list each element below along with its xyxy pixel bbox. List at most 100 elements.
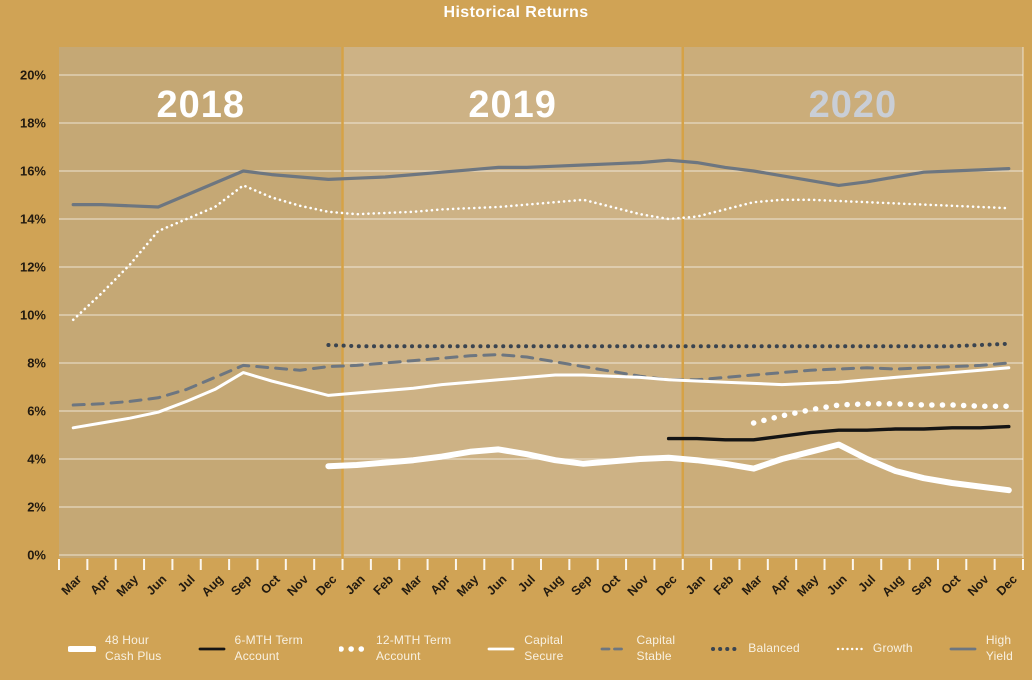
year-label-2018: 2018 (156, 84, 245, 126)
x-tick-label-27-Jun: Jun (824, 572, 850, 598)
y-axis-label-4%: 4% (27, 452, 46, 467)
legend-item-term_12mth: 12-MTH Term Account (338, 633, 451, 664)
x-tick-label-8-Nov: Nov (285, 572, 312, 599)
legend-item-high_yield: High Yield (949, 633, 1013, 664)
legend-label-balanced: Balanced (748, 641, 800, 657)
x-tick-label-1-Apr: Apr (88, 572, 113, 597)
year-label-2020: 2020 (809, 84, 898, 126)
x-tick-label-26-May: May (794, 572, 821, 599)
y-axis-label-2%: 2% (27, 500, 46, 515)
series-cash_plus_48h-line (325, 441, 1012, 494)
x-tick-label-23-Feb: Feb (711, 572, 737, 598)
legend-swatch-dashed-icon (600, 647, 627, 650)
x-tick-label-29-Aug: Aug (879, 572, 906, 599)
legend-label-line: Capital (636, 633, 676, 647)
legend-label-line: High (985, 633, 1012, 647)
legend-label-line: 48 Hour (105, 633, 150, 647)
y-axis-label-20%: 20% (20, 68, 46, 83)
year-panel-2020 (682, 47, 1023, 558)
legend-label-term_12mth: 12-MTH Term Account (376, 633, 451, 664)
x-tick-label-9-Dec: Dec (313, 572, 339, 598)
legend-item-capital_stable: Capital Stable (600, 633, 676, 664)
x-tick-label-20-Nov: Nov (625, 572, 652, 599)
series-high_yield-line (71, 158, 1011, 209)
year-panel-2019 (342, 47, 683, 558)
legend-item-growth: Growth (836, 641, 913, 657)
x-tick-label-6-Sep: Sep (228, 572, 254, 598)
y-axis-label-14%: 14% (20, 212, 46, 227)
series-growth-line (71, 184, 1011, 322)
legend-label-line: Growth (872, 640, 913, 655)
x-tick-label-5-Aug: Aug (199, 572, 226, 599)
legend-label-term_6mth: 6-MTH Term Account (235, 633, 303, 664)
legend-swatch-solid-icon (487, 647, 515, 650)
legend-swatch-solid-thick-icon (68, 645, 96, 652)
y-axis-label-0%: 0% (27, 548, 46, 563)
x-tick-label-10-Jan: Jan (343, 572, 368, 597)
y-axis-label-6%: 6% (27, 404, 46, 419)
x-tick-label-2-May: May (114, 572, 141, 599)
year-label-2019: 2019 (468, 84, 557, 126)
legend-swatch-dotted-small-icon (836, 647, 864, 650)
legend-item-cash_plus_48h: 48 Hour Cash Plus (68, 633, 162, 664)
legend-label-line: Account (234, 648, 280, 663)
series-term_6mth-line (666, 424, 1011, 442)
x-tick-label-31-Oct: Oct (939, 572, 964, 597)
x-tick-label-33-Dec: Dec (994, 572, 1020, 598)
legend-label-capital_stable: Capital Stable (637, 633, 676, 664)
series-balanced-line (326, 341, 1011, 349)
series-capital_stable-line (71, 353, 1011, 407)
legend-swatch-dotted-large-icon (338, 645, 367, 652)
x-tick-label-11-Feb: Feb (371, 572, 397, 598)
x-tick-label-25-Apr: Apr (768, 572, 793, 597)
x-tick-label-3-Jun: Jun (144, 572, 170, 598)
x-tick-label-12-Mar: Mar (399, 572, 425, 598)
chart-legend: 48 Hour Cash Plus 6-MTH Term Account 12-MTH … (68, 633, 1028, 664)
x-tick-label-28-Jul: Jul (856, 572, 879, 595)
x-tick-label-24-Mar: Mar (739, 572, 765, 598)
legend-label-line: Balanced (748, 640, 800, 655)
x-tick-label-14-May: May (454, 572, 481, 599)
x-tick-label-32-Nov: Nov (965, 572, 992, 599)
series-capital_secure-line (71, 366, 1011, 430)
legend-item-term_6mth: 6-MTH Term Account (198, 633, 303, 664)
historical-returns-chart: 2018 2019 2020 20% 18% 16% 14% 12% 10% 8% 6% 4% 2% 0%… (20, 47, 1024, 599)
x-tick-label-17-Aug: Aug (539, 572, 566, 599)
legend-label-line: Secure (524, 648, 564, 663)
legend-label-line: Capital (524, 633, 564, 647)
legend-label-line: Yield (985, 648, 1014, 663)
legend-label-line: 12-MTH Term (375, 633, 452, 647)
x-tick-label-13-Apr: Apr (428, 572, 453, 597)
legend-swatch-solid-icon (949, 647, 977, 650)
legend-label-line: 6-MTH Term (234, 633, 303, 647)
legend-swatch-dotted-icon (711, 646, 740, 651)
y-axis-label-10%: 10% (20, 308, 46, 323)
y-axis-label-18%: 18% (20, 116, 46, 131)
legend-label-line: Account (375, 648, 421, 663)
x-tick-label-21-Dec: Dec (654, 572, 680, 598)
series-term_12mth-line (750, 401, 1012, 426)
legend-item-balanced: Balanced (711, 641, 800, 657)
x-tick-label-18-Sep: Sep (569, 572, 595, 598)
x-tick-label-22-Jan: Jan (683, 572, 708, 597)
x-tick-label-0-Mar: Mar (59, 572, 85, 598)
legend-label-growth: Growth (873, 641, 913, 657)
y-axis-label-16%: 16% (20, 164, 46, 179)
legend-item-capital_secure: Capital Secure (487, 633, 563, 664)
chart-title: Historical Returns (443, 4, 589, 21)
legend-label-line: Cash Plus (105, 648, 162, 663)
x-tick-label-30-Sep: Sep (909, 572, 935, 598)
x-tick-label-16-Jul: Jul (515, 572, 538, 595)
legend-swatch-solid-icon (198, 647, 225, 650)
legend-label-high_yield: High Yield (986, 633, 1013, 664)
x-tick-label-19-Oct: Oct (598, 572, 623, 597)
x-tick-label-4-Jul: Jul (175, 572, 198, 595)
year-panel-2018 (59, 47, 343, 558)
legend-label-line: Stable (636, 648, 672, 663)
x-tick-label-15-Jun: Jun (484, 572, 510, 598)
x-tick-label-7-Oct: Oct (258, 572, 283, 597)
y-axis-label-12%: 12% (20, 260, 46, 275)
legend-label-cash_plus_48h: 48 Hour Cash Plus (105, 633, 162, 664)
legend-label-capital_secure: Capital Secure (524, 633, 563, 664)
